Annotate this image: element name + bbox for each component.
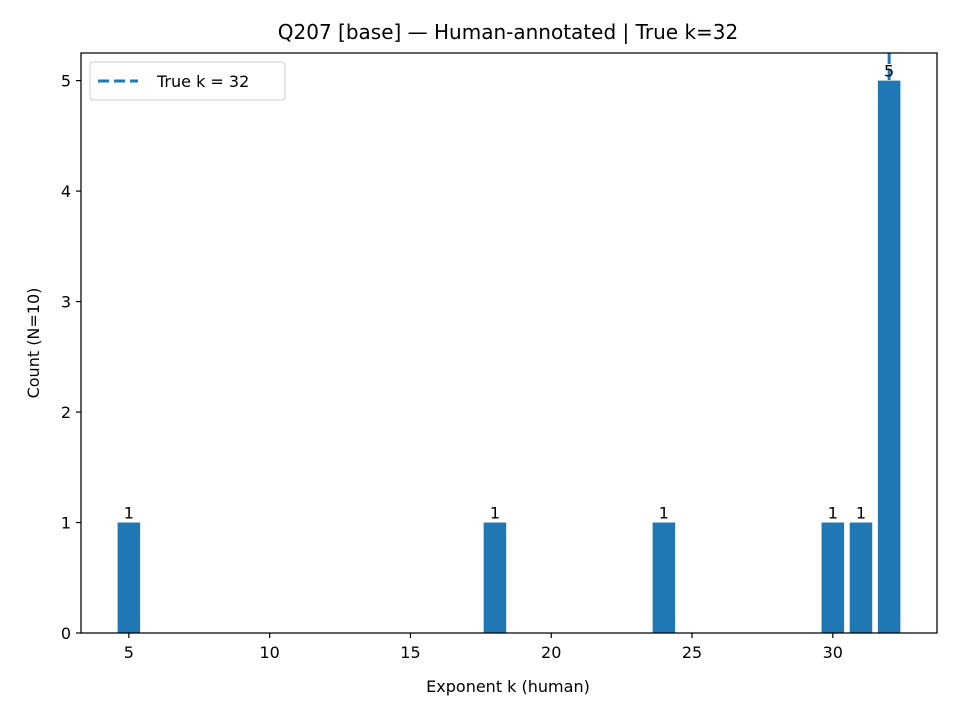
- legend-entry-label: True k = 32: [156, 72, 249, 91]
- y-tick-label-1: 1: [61, 514, 71, 533]
- legend: True k = 32: [89, 61, 286, 101]
- x-tick-label-25: 25: [682, 643, 702, 662]
- x-tick-label-10: 10: [259, 643, 279, 662]
- y-tick-label-2: 2: [61, 403, 71, 422]
- x-tick-label-30: 30: [823, 643, 843, 662]
- bar-30: [821, 522, 845, 633]
- chart-title: Q207 [base] — Human-annotated | True k=3…: [278, 20, 738, 44]
- bar-32: [877, 80, 901, 634]
- y-tick-label-4: 4: [61, 182, 71, 201]
- plot-frame: [80, 52, 938, 634]
- y-tick-label-0: 0: [61, 624, 71, 643]
- x-tick-label-15: 15: [400, 643, 420, 662]
- x-tick-label-5: 5: [124, 643, 134, 662]
- data-label-5: 1: [124, 504, 134, 523]
- x-axis-label: Exponent k (human): [426, 677, 590, 696]
- x-tick-label-20: 20: [541, 643, 561, 662]
- bar-24: [652, 522, 676, 633]
- y-tick-label-5: 5: [61, 72, 71, 91]
- y-tick-label-3: 3: [61, 293, 71, 312]
- bar-18: [483, 522, 507, 633]
- data-label-18: 1: [490, 504, 500, 523]
- bar-31: [849, 522, 873, 633]
- y-axis-label: Count (N=10): [24, 288, 43, 399]
- data-label-32: 5: [884, 62, 894, 81]
- data-label-31: 1: [856, 504, 866, 523]
- legend-box: [89, 61, 286, 101]
- data-label-30: 1: [828, 504, 838, 523]
- bar-5: [117, 522, 141, 633]
- data-label-24: 1: [659, 504, 669, 523]
